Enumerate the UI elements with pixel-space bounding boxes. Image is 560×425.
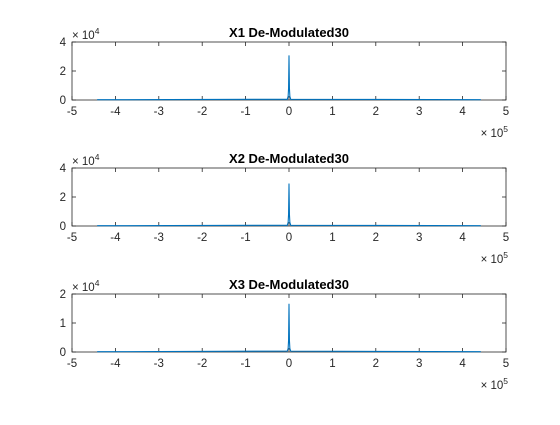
x-tick-label: 0 [286, 106, 292, 118]
y-tick-label: 0 [60, 221, 66, 233]
x-tick-label: 1 [329, 358, 335, 370]
x-tick-label: -1 [240, 358, 250, 370]
x-tick-label: -2 [197, 232, 207, 244]
x-tick-label: -4 [110, 232, 121, 244]
x-tick-label: -4 [110, 358, 121, 370]
x-tick-label: 5 [503, 106, 509, 118]
subplot-1: -5 -4 -3 -2 -1 0 1 2 3 4 5 0 2 4 X1 De-Modulated30 × 10… [60, 25, 510, 140]
x-tick-label: 1 [329, 106, 335, 118]
series-line-1 [97, 183, 481, 227]
x-tick-label: -3 [154, 106, 164, 118]
y-tick-label: 1 [60, 318, 66, 330]
x-exponent-label: × 105 [481, 124, 509, 140]
y-exponent-label: × 104 [72, 152, 100, 168]
x-tick-label: 3 [416, 232, 422, 244]
subplot-3: -5 -4 -3 -2 -1 0 1 2 3 4 5 0 1 2 X3 De-Modulated30 × 10… [60, 277, 510, 392]
x-tick-label: -3 [154, 358, 164, 370]
x-tick-label: -5 [67, 358, 77, 370]
x-tick-label: -5 [67, 106, 77, 118]
subplot-2: -5 -4 -3 -2 -1 0 1 2 3 4 5 0 2 4 X2 De-Modulated30 × 10… [60, 151, 510, 266]
x-tick-label: 4 [459, 232, 466, 244]
series-line-1 [97, 303, 481, 353]
x-tick-label: -2 [197, 106, 207, 118]
x-tick-label: -1 [240, 106, 250, 118]
x-tick-label: -5 [67, 232, 77, 244]
x-tick-label: 5 [503, 232, 509, 244]
y-tick-label: 2 [60, 289, 66, 301]
y-tick-label: 0 [60, 95, 66, 107]
x-tick-label: 0 [286, 232, 292, 244]
x-tick-label: 3 [416, 358, 422, 370]
x-tick-label: 2 [373, 106, 379, 118]
y-tick-label: 0 [60, 347, 66, 359]
x-tick-label: 0 [286, 358, 292, 370]
x-tick-label: 4 [459, 106, 466, 118]
x-tick-label: -2 [197, 358, 207, 370]
x-tick-label: -1 [240, 232, 250, 244]
x-tick-label: 1 [329, 232, 335, 244]
x-tick-label: 2 [373, 358, 379, 370]
y-exponent-label: × 104 [72, 26, 100, 42]
x-tick-label: 3 [416, 106, 422, 118]
plot-title: X1 De-Modulated30 [229, 25, 349, 40]
plot-title: X3 De-Modulated30 [229, 277, 349, 292]
y-exponent-label: × 104 [72, 278, 100, 294]
x-tick-label: -4 [110, 106, 121, 118]
plot-title: X2 De-Modulated30 [229, 151, 349, 166]
x-exponent-label: × 105 [481, 376, 509, 392]
x-tick-label: 5 [503, 358, 509, 370]
x-exponent-label: × 105 [481, 250, 509, 266]
x-tick-label: -3 [154, 232, 164, 244]
y-tick-label: 4 [60, 37, 67, 49]
series-line-1 [97, 55, 481, 101]
x-tick-label: 2 [373, 232, 379, 244]
y-tick-label: 4 [60, 163, 67, 175]
y-tick-label: 2 [60, 66, 66, 78]
y-tick-label: 2 [60, 192, 66, 204]
x-tick-label: 4 [459, 358, 466, 370]
